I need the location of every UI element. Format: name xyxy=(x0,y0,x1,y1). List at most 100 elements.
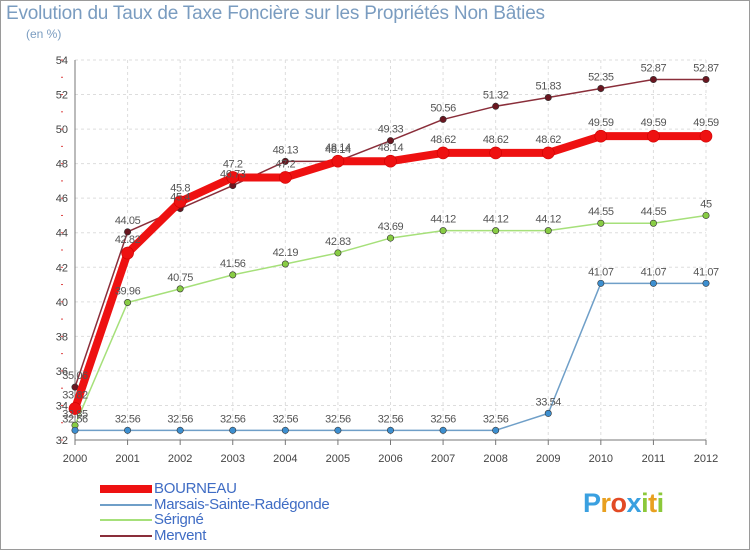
data-label-marsais-sainte-radegonde: 41.07 xyxy=(693,266,719,278)
data-label-serigne: 44.12 xyxy=(483,214,509,226)
data-label-mervent: 49.33 xyxy=(378,124,404,136)
data-point-bourneau xyxy=(436,146,450,160)
data-point-marsais-sainte-radegonde xyxy=(281,426,289,434)
data-point-bourneau xyxy=(647,129,660,143)
legend-label: Sérigné xyxy=(154,511,204,528)
data-label-mervent: 44.05 xyxy=(115,215,141,227)
data-label-serigne: 44.55 xyxy=(641,206,667,218)
data-label-mervent: 51.32 xyxy=(483,89,509,101)
data-label-marsais-sainte-radegonde: 32.56 xyxy=(273,413,299,425)
data-point-marsais-sainte-radegonde xyxy=(124,426,132,434)
data-label-serigne: 44.12 xyxy=(535,214,561,226)
x-tick-label: 2003 xyxy=(221,453,245,465)
y-tick-label: 50 xyxy=(56,124,68,136)
data-label-serigne: 45 xyxy=(700,198,712,210)
data-label-bourneau: 47.2 xyxy=(275,158,295,170)
data-label-bourneau: 48.62 xyxy=(483,134,509,146)
data-label-mervent: 48.14 xyxy=(325,144,351,156)
data-label-bourneau: 49.59 xyxy=(588,117,614,129)
data-point-marsais-sainte-radegonde xyxy=(386,426,394,434)
data-point-serigne xyxy=(229,271,237,279)
data-point-mervent xyxy=(649,76,657,84)
unit-label: (en %) xyxy=(26,27,62,41)
data-label-mervent: 46.73 xyxy=(220,169,246,181)
data-point-serigne xyxy=(702,211,710,219)
data-point-marsais-sainte-radegonde xyxy=(702,279,710,287)
x-tick-label: 2008 xyxy=(483,453,507,465)
data-point-serigne xyxy=(649,219,657,227)
data-label-marsais-sainte-radegonde: 32.56 xyxy=(62,413,88,425)
y-tick-label: 48 xyxy=(56,159,68,171)
data-label-marsais-sainte-radegonde: 32.56 xyxy=(325,413,351,425)
legend-swatch xyxy=(100,485,152,493)
data-point-bourneau xyxy=(121,246,134,260)
data-point-serigne xyxy=(176,285,184,293)
x-tick-label: 2007 xyxy=(431,453,455,465)
data-label-mervent: 52.87 xyxy=(693,63,719,75)
data-point-mervent xyxy=(597,85,605,93)
data-label-serigne: 44.55 xyxy=(588,206,614,218)
legend-swatch xyxy=(100,519,152,521)
x-tick-label: 2010 xyxy=(589,453,613,465)
data-point-mervent xyxy=(124,228,132,236)
data-label-marsais-sainte-radegonde: 32.56 xyxy=(483,413,509,425)
data-point-mervent xyxy=(492,102,500,110)
data-label-bourneau: 42.82 xyxy=(115,234,141,246)
data-label-marsais-sainte-radegonde: 32.56 xyxy=(430,413,456,425)
legend-swatch xyxy=(100,535,152,537)
data-label-bourneau: 48.14 xyxy=(325,142,351,154)
data-point-serigne xyxy=(124,299,132,307)
data-label-bourneau: 48.62 xyxy=(535,134,561,146)
data-label-mervent: 52.87 xyxy=(641,63,667,75)
data-point-serigne xyxy=(492,227,500,235)
data-label-marsais-sainte-radegonde: 41.07 xyxy=(588,266,614,278)
x-tick-label: 2005 xyxy=(326,453,350,465)
data-label-mervent: 48.13 xyxy=(273,144,299,156)
data-point-marsais-sainte-radegonde xyxy=(492,426,500,434)
data-label-bourneau: 49.59 xyxy=(693,117,719,129)
data-point-serigne xyxy=(386,234,394,242)
data-point-mervent xyxy=(386,137,394,145)
y-tick-label: 32 xyxy=(56,435,68,447)
data-label-marsais-sainte-radegonde: 32.56 xyxy=(220,413,246,425)
data-point-marsais-sainte-radegonde xyxy=(229,426,237,434)
legend-label: Mervent xyxy=(154,527,207,544)
data-label-serigne: 42.19 xyxy=(273,247,299,259)
data-label-mervent: 52.35 xyxy=(588,72,614,84)
x-tick-label: 2002 xyxy=(168,453,192,465)
data-point-bourneau xyxy=(279,171,292,184)
y-tick-label: 42 xyxy=(56,262,68,274)
data-point-serigne xyxy=(544,227,552,235)
data-label-mervent: 45.4 xyxy=(170,192,190,204)
y-tick-label: 38 xyxy=(56,331,68,343)
y-tick-label: 40 xyxy=(56,297,68,309)
data-point-bourneau xyxy=(489,146,502,160)
data-label-mervent: 35.06 xyxy=(62,370,88,382)
y-tick-label: 52 xyxy=(56,90,68,102)
data-point-bourneau xyxy=(594,129,608,143)
data-point-bourneau xyxy=(173,195,187,208)
legend-swatch xyxy=(100,504,152,506)
data-point-marsais-sainte-radegonde xyxy=(176,426,184,434)
data-label-serigne: 44.12 xyxy=(430,214,456,226)
data-label-bourneau: 45.8 xyxy=(170,183,190,195)
x-tick-label: 2001 xyxy=(115,453,139,465)
data-label-bourneau: 47.2 xyxy=(223,158,243,170)
y-tick-label: 54 xyxy=(56,55,68,67)
data-point-marsais-sainte-radegonde xyxy=(71,426,79,434)
data-label-marsais-sainte-radegonde: 33.54 xyxy=(535,396,561,408)
data-point-bourneau xyxy=(541,146,555,160)
data-label-mervent: 51.83 xyxy=(535,80,561,92)
data-point-bourneau xyxy=(384,154,397,168)
data-label-serigne: 32.85 xyxy=(62,408,88,420)
data-label-bourneau: 48.14 xyxy=(378,142,404,154)
data-point-bourneau xyxy=(331,154,345,168)
data-label-serigne: 39.96 xyxy=(115,286,141,298)
proxiti-logo: Proxiti xyxy=(583,488,664,518)
y-tick-label: 46 xyxy=(56,193,68,205)
data-label-mervent: 50.56 xyxy=(430,102,456,114)
data-label-serigne: 42.83 xyxy=(325,236,351,248)
data-label-marsais-sainte-radegonde: 32.56 xyxy=(378,413,404,425)
data-label-bourneau: 49.59 xyxy=(641,117,667,129)
data-label-serigne: 43.69 xyxy=(378,221,404,233)
